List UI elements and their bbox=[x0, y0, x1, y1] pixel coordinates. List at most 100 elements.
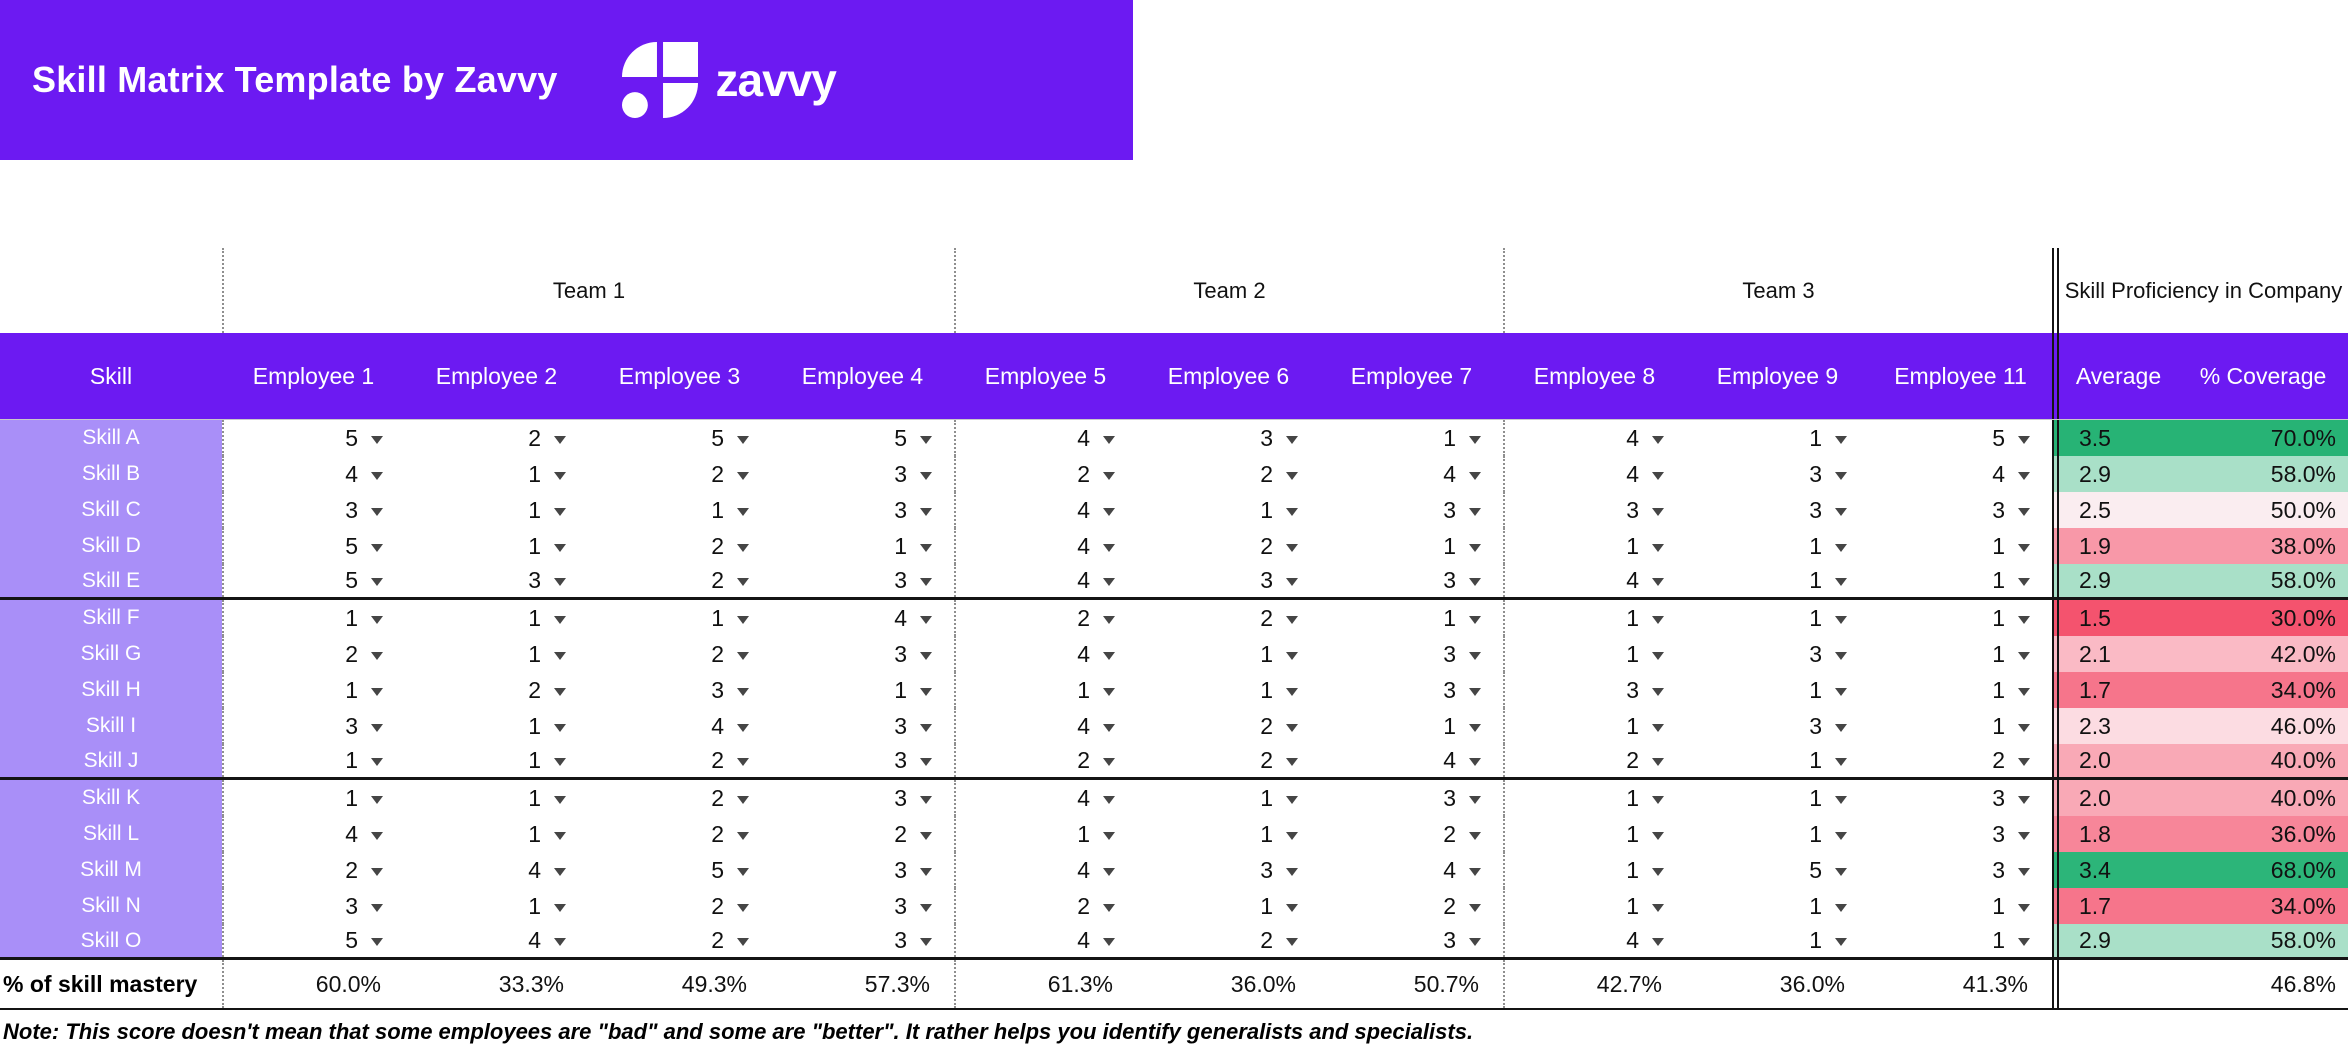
score-cell[interactable]: 1 bbox=[1137, 636, 1320, 672]
score-cell[interactable]: 4 bbox=[954, 420, 1137, 456]
score-cell[interactable]: 1 bbox=[1686, 564, 1869, 597]
score-cell[interactable]: 3 bbox=[222, 492, 405, 528]
score-cell[interactable]: 5 bbox=[588, 852, 771, 888]
score-cell[interactable]: 1 bbox=[1686, 780, 1869, 816]
score-cell[interactable]: 1 bbox=[1320, 420, 1503, 456]
score-cell[interactable]: 1 bbox=[1503, 528, 1686, 564]
score-cell[interactable]: 1 bbox=[1503, 708, 1686, 744]
score-cell[interactable]: 4 bbox=[954, 528, 1137, 564]
score-cell[interactable]: 1 bbox=[1686, 924, 1869, 957]
score-cell[interactable]: 4 bbox=[954, 852, 1137, 888]
score-cell[interactable]: 2 bbox=[588, 564, 771, 597]
score-cell[interactable]: 1 bbox=[1686, 528, 1869, 564]
score-cell[interactable]: 3 bbox=[1686, 708, 1869, 744]
score-cell[interactable]: 4 bbox=[1320, 456, 1503, 492]
score-cell[interactable]: 2 bbox=[588, 816, 771, 852]
score-cell[interactable]: 3 bbox=[771, 744, 954, 777]
score-cell[interactable]: 3 bbox=[771, 564, 954, 597]
score-cell[interactable]: 3 bbox=[1320, 564, 1503, 597]
score-cell[interactable]: 1 bbox=[1869, 924, 2052, 957]
score-cell[interactable]: 4 bbox=[405, 852, 588, 888]
score-cell[interactable]: 5 bbox=[222, 528, 405, 564]
score-cell[interactable]: 5 bbox=[222, 564, 405, 597]
score-cell[interactable]: 1 bbox=[1503, 852, 1686, 888]
score-cell[interactable]: 1 bbox=[222, 672, 405, 708]
score-cell[interactable]: 1 bbox=[1320, 528, 1503, 564]
score-cell[interactable]: 4 bbox=[954, 492, 1137, 528]
score-cell[interactable]: 3 bbox=[1686, 492, 1869, 528]
score-cell[interactable]: 4 bbox=[405, 924, 588, 957]
score-cell[interactable]: 2 bbox=[222, 852, 405, 888]
score-cell[interactable]: 1 bbox=[1320, 600, 1503, 636]
score-cell[interactable]: 2 bbox=[1320, 888, 1503, 924]
score-cell[interactable]: 4 bbox=[1320, 744, 1503, 777]
score-cell[interactable]: 2 bbox=[588, 888, 771, 924]
score-cell[interactable]: 1 bbox=[1503, 600, 1686, 636]
score-cell[interactable]: 2 bbox=[588, 780, 771, 816]
score-cell[interactable]: 1 bbox=[405, 780, 588, 816]
score-cell[interactable]: 4 bbox=[1503, 924, 1686, 957]
score-cell[interactable]: 2 bbox=[1137, 456, 1320, 492]
score-cell[interactable]: 2 bbox=[954, 600, 1137, 636]
score-cell[interactable]: 4 bbox=[954, 924, 1137, 957]
score-cell[interactable]: 1 bbox=[405, 636, 588, 672]
score-cell[interactable]: 3 bbox=[771, 708, 954, 744]
score-cell[interactable]: 4 bbox=[954, 708, 1137, 744]
score-cell[interactable]: 3 bbox=[1686, 636, 1869, 672]
score-cell[interactable]: 2 bbox=[1137, 744, 1320, 777]
score-cell[interactable]: 4 bbox=[954, 636, 1137, 672]
score-cell[interactable]: 3 bbox=[1320, 924, 1503, 957]
score-cell[interactable]: 1 bbox=[405, 816, 588, 852]
score-cell[interactable]: 1 bbox=[1503, 888, 1686, 924]
score-cell[interactable]: 1 bbox=[1869, 636, 2052, 672]
score-cell[interactable]: 2 bbox=[954, 888, 1137, 924]
score-cell[interactable]: 3 bbox=[771, 780, 954, 816]
score-cell[interactable]: 1 bbox=[1686, 600, 1869, 636]
score-cell[interactable]: 1 bbox=[222, 780, 405, 816]
score-cell[interactable]: 1 bbox=[405, 456, 588, 492]
score-cell[interactable]: 3 bbox=[222, 888, 405, 924]
score-cell[interactable]: 3 bbox=[1869, 492, 2052, 528]
score-cell[interactable]: 2 bbox=[1503, 744, 1686, 777]
score-cell[interactable]: 3 bbox=[1320, 492, 1503, 528]
score-cell[interactable]: 1 bbox=[405, 744, 588, 777]
score-cell[interactable]: 2 bbox=[1137, 924, 1320, 957]
score-cell[interactable]: 1 bbox=[1503, 816, 1686, 852]
score-cell[interactable]: 3 bbox=[771, 492, 954, 528]
score-cell[interactable]: 4 bbox=[588, 708, 771, 744]
score-cell[interactable]: 2 bbox=[1137, 708, 1320, 744]
score-cell[interactable]: 3 bbox=[771, 636, 954, 672]
score-cell[interactable]: 1 bbox=[1503, 636, 1686, 672]
score-cell[interactable]: 3 bbox=[222, 708, 405, 744]
score-cell[interactable]: 3 bbox=[1320, 636, 1503, 672]
score-cell[interactable]: 2 bbox=[954, 744, 1137, 777]
score-cell[interactable]: 1 bbox=[405, 708, 588, 744]
score-cell[interactable]: 1 bbox=[588, 600, 771, 636]
score-cell[interactable]: 1 bbox=[1686, 888, 1869, 924]
score-cell[interactable]: 3 bbox=[1869, 816, 2052, 852]
score-cell[interactable]: 1 bbox=[771, 672, 954, 708]
score-cell[interactable]: 4 bbox=[1503, 456, 1686, 492]
score-cell[interactable]: 3 bbox=[1137, 852, 1320, 888]
score-cell[interactable]: 1 bbox=[1686, 420, 1869, 456]
score-cell[interactable]: 3 bbox=[1320, 780, 1503, 816]
score-cell[interactable]: 1 bbox=[771, 528, 954, 564]
score-cell[interactable]: 2 bbox=[588, 528, 771, 564]
score-cell[interactable]: 1 bbox=[1869, 672, 2052, 708]
score-cell[interactable]: 3 bbox=[1320, 672, 1503, 708]
score-cell[interactable]: 2 bbox=[771, 816, 954, 852]
score-cell[interactable]: 1 bbox=[1137, 816, 1320, 852]
score-cell[interactable]: 2 bbox=[1320, 816, 1503, 852]
score-cell[interactable]: 5 bbox=[222, 420, 405, 456]
score-cell[interactable]: 3 bbox=[1137, 564, 1320, 597]
score-cell[interactable]: 1 bbox=[1503, 780, 1686, 816]
score-cell[interactable]: 1 bbox=[1137, 888, 1320, 924]
score-cell[interactable]: 4 bbox=[222, 456, 405, 492]
score-cell[interactable]: 2 bbox=[222, 636, 405, 672]
score-cell[interactable]: 4 bbox=[771, 600, 954, 636]
score-cell[interactable]: 2 bbox=[954, 456, 1137, 492]
score-cell[interactable]: 1 bbox=[588, 492, 771, 528]
score-cell[interactable]: 1 bbox=[1869, 564, 2052, 597]
score-cell[interactable]: 4 bbox=[1869, 456, 2052, 492]
score-cell[interactable]: 1 bbox=[1686, 672, 1869, 708]
